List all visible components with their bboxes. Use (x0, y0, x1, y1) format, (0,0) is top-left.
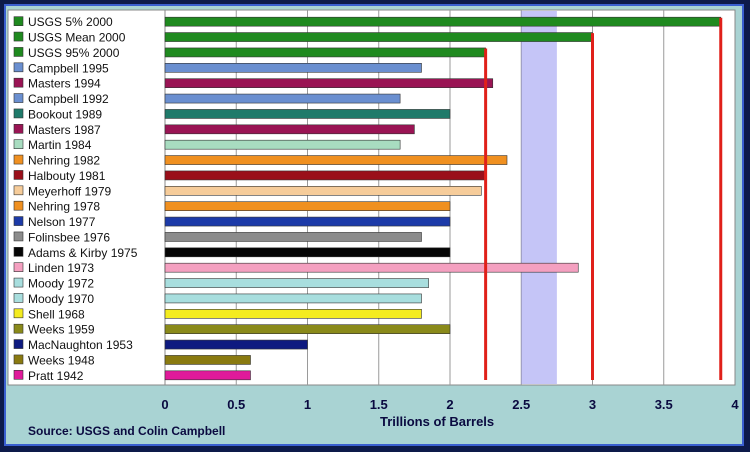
x-tick-label: 1.5 (370, 397, 388, 412)
legend-label: Masters 1987 (28, 123, 101, 137)
legend-swatch (13, 200, 24, 211)
legend-panel (7, 9, 166, 386)
legend-swatch (13, 323, 24, 334)
x-tick-label: 2.5 (512, 397, 530, 412)
legend-label: Campbell 1995 (28, 61, 109, 75)
legend-label: Weeks 1959 (28, 323, 95, 337)
bar (164, 124, 415, 135)
legend-swatch (13, 124, 24, 134)
x-tick-labels: 0 0.5 1 1.5 2 2.5 3 3.5 4 (161, 397, 739, 412)
bar (164, 32, 593, 42)
x-axis-title: Trillions of Barrels (380, 414, 495, 429)
legend-label: Nehring 1982 (28, 154, 100, 168)
bar (164, 47, 486, 58)
shaded-band (521, 11, 557, 384)
bar (164, 78, 494, 88)
legend-swatch (13, 170, 24, 180)
bar (164, 339, 308, 350)
legend-swatch (13, 185, 24, 196)
bar (164, 232, 422, 242)
legend-label: USGS Mean 2000 (28, 31, 126, 45)
legend-swatch (13, 154, 24, 165)
legend-swatch (13, 247, 24, 257)
legend-label: Martin 1984 (28, 138, 92, 152)
bar (164, 93, 401, 104)
legend-swatch (13, 262, 24, 272)
bar (164, 139, 401, 150)
bar (164, 170, 486, 181)
legend-label: Shell 1968 (28, 307, 85, 321)
legend-label: Bookout 1989 (28, 107, 102, 121)
bar (164, 293, 422, 304)
source-note: Source: USGS and Colin Campbell (28, 424, 226, 438)
legend-swatch (13, 47, 24, 57)
legend-label: Pratt 1942 (28, 369, 84, 383)
bar (164, 63, 422, 73)
legend-label: Campbell 1992 (28, 92, 109, 106)
legend-label: Halbouty 1981 (28, 169, 106, 183)
legend-swatch (13, 370, 24, 380)
legend-swatch (13, 139, 24, 149)
bar (164, 355, 251, 365)
legend-swatch (13, 16, 24, 26)
bar (164, 16, 722, 27)
legend-swatch (13, 93, 24, 103)
legend-swatch (13, 31, 24, 42)
legend-label: Moody 1970 (28, 292, 94, 306)
legend-label: Weeks 1948 (28, 353, 95, 367)
reference-lines (484, 17, 723, 380)
legend-label: Meyerhoff 1979 (28, 184, 111, 198)
bar (164, 186, 482, 196)
legend-swatch (13, 108, 24, 119)
x-tick-label: 0 (161, 397, 168, 412)
legend-swatch (13, 308, 24, 319)
legend-swatch (13, 216, 24, 226)
legend-swatch (13, 62, 24, 73)
bar (164, 309, 422, 319)
bar (164, 216, 451, 227)
x-tick-label: 1 (304, 397, 311, 412)
bar (164, 370, 251, 381)
legend-label: Nelson 1977 (28, 215, 96, 229)
x-tick-label: 4 (731, 397, 739, 412)
legend-swatch (13, 354, 24, 365)
bar (164, 201, 451, 211)
legend-label: USGS 5% 2000 (28, 15, 113, 29)
shaded-range (521, 11, 557, 384)
legend-label: Linden 1973 (28, 261, 94, 275)
legend-label: Moody 1972 (28, 277, 94, 291)
bar (164, 262, 579, 273)
x-tick-label: 3.5 (655, 397, 673, 412)
bar (164, 247, 451, 258)
x-tick-label: 0.5 (227, 397, 245, 412)
legend-label: MacNaughton 1953 (28, 338, 133, 352)
x-tick-label: 3 (589, 397, 596, 412)
legend-label: Masters 1994 (28, 77, 101, 91)
legend-label: Adams & Kirby 1975 (28, 246, 138, 260)
bar (164, 278, 429, 288)
legend-swatch (13, 293, 24, 303)
legend-label: Nehring 1978 (28, 200, 100, 214)
legend-swatch (13, 277, 24, 288)
bar (164, 155, 508, 165)
legend-swatch (13, 339, 24, 349)
legend-swatch (13, 231, 24, 242)
legend-label: Folinsbee 1976 (28, 230, 110, 244)
legend-label: USGS 95% 2000 (28, 46, 120, 60)
legend-swatch (13, 77, 24, 88)
bar (164, 324, 451, 334)
bars (164, 16, 722, 381)
bar (164, 109, 451, 119)
x-tick-label: 2 (446, 397, 453, 412)
